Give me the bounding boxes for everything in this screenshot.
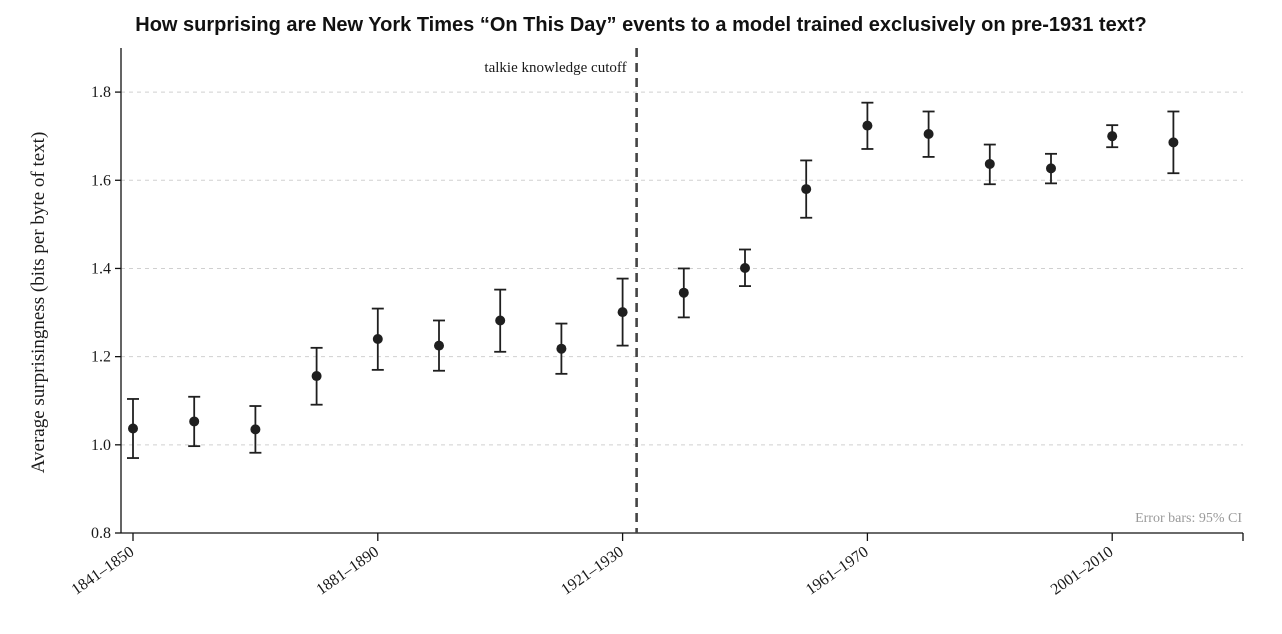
data-point [1168, 137, 1179, 148]
chart-title: How surprising are New York Times “On Th… [135, 14, 1147, 36]
data-point [556, 343, 567, 354]
y-tick-label: 1.8 [91, 84, 111, 101]
x-tick-label: 1881–1890 [313, 543, 382, 598]
data-point [1046, 163, 1056, 174]
data-point [250, 424, 261, 435]
y-tick-label: 1.6 [91, 172, 111, 189]
data-point [128, 423, 138, 434]
x-tick-label: 1961–1970 [803, 543, 872, 598]
data-point [923, 128, 934, 139]
data-point [189, 416, 200, 427]
x-tick-label: 1841–1850 [69, 543, 138, 598]
data-point [372, 334, 383, 344]
data-point [1107, 131, 1118, 142]
data-point [740, 263, 750, 274]
x-tick-label: 2001–2010 [1048, 543, 1117, 598]
y-tick-label: 0.8 [91, 525, 111, 542]
data-point [495, 315, 506, 326]
y-axis-label: Average surprisingness (bits per byte of… [28, 132, 49, 474]
data-point [678, 287, 689, 298]
x-tick-label: 1921–1930 [558, 543, 627, 598]
error-bars-note: Error bars: 95% CI [1135, 511, 1242, 526]
data-point [434, 340, 444, 351]
y-tick-label: 1.0 [91, 437, 111, 454]
data-point [862, 120, 873, 131]
y-tick-label: 1.2 [91, 349, 111, 366]
data-point [617, 307, 628, 318]
data-point [984, 158, 995, 169]
y-tick-label: 1.4 [91, 260, 111, 277]
cutoff-label: talkie knowledge cutoff [484, 60, 626, 76]
data-point [311, 371, 322, 382]
data-point [801, 184, 812, 195]
